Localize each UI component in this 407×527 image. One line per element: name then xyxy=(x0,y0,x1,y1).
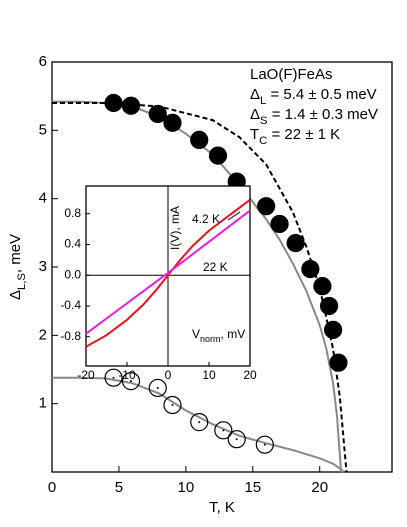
point xyxy=(301,259,320,279)
point-dot xyxy=(129,380,132,383)
x-tick-label: 20 xyxy=(311,479,328,496)
x-tick-label: 10 xyxy=(202,368,216,382)
x-axis-label: Vnorm, mV xyxy=(192,327,245,344)
x-tick-label: 0 xyxy=(165,368,172,382)
annotation-sub: S xyxy=(260,115,268,127)
y-tick-label: 0.8 xyxy=(64,206,81,220)
point xyxy=(148,378,167,398)
y-tick-label: 0.0 xyxy=(64,267,81,281)
annotation: 22 K xyxy=(203,260,228,274)
x-axis-label-sub: norm xyxy=(200,334,221,344)
point xyxy=(190,130,209,149)
curve xyxy=(85,199,251,348)
x-tick-label: 0 xyxy=(48,479,56,496)
point-dot xyxy=(112,376,115,379)
point xyxy=(329,353,348,372)
y-axis-label: I(V), mA xyxy=(168,206,182,250)
y-tick-label: 3 xyxy=(39,258,47,275)
annotation: 4.2 K xyxy=(192,212,220,226)
y-tick-label: 4 xyxy=(39,190,47,207)
y-tick-label: 0.4 xyxy=(64,237,81,251)
point-dot xyxy=(198,421,201,424)
point xyxy=(148,104,167,124)
y-axis-label-main: Δ xyxy=(7,290,24,300)
point-dot xyxy=(171,404,174,407)
point-dot xyxy=(235,438,238,441)
point xyxy=(163,113,182,132)
y-tick-label: -0.8 xyxy=(60,329,81,343)
annotation-main: Δ xyxy=(250,86,260,103)
point xyxy=(286,233,305,253)
annotation: ΔS = 1.4 ± 0.3 meV xyxy=(250,106,378,127)
y-tick-label: 1 xyxy=(39,395,47,412)
annotation-pointer xyxy=(227,211,241,221)
inset: -20 -10 0 10 20 -0.8 -0.4 0.0 0.4 0.8 Vnorm, mV I(V… xyxy=(60,185,257,382)
annotation: LaO(F)FeAs xyxy=(250,66,333,83)
y-axis-label-sub: L,S xyxy=(16,273,28,290)
y-axis-label-rest: , meV xyxy=(7,234,24,273)
point xyxy=(214,421,233,440)
y-tick-label: 2 xyxy=(39,326,47,343)
point xyxy=(319,296,339,316)
x-axis-label: T, K xyxy=(209,499,235,516)
point xyxy=(121,96,141,115)
annotation-sub: L xyxy=(260,95,266,107)
point xyxy=(255,435,274,454)
point-dot xyxy=(263,443,266,446)
y-axis-label: ΔL,S, meV xyxy=(7,234,28,300)
point xyxy=(208,146,228,165)
curve xyxy=(85,209,251,335)
annotation-rest: = 5.4 ± 0.5 meV xyxy=(266,86,376,103)
x-tick-label: -20 xyxy=(77,368,95,382)
point xyxy=(104,368,123,387)
annotation-main: T xyxy=(250,126,259,143)
x-tick-label: 20 xyxy=(243,368,257,382)
point-dot xyxy=(222,429,225,432)
point xyxy=(227,430,246,449)
annotation: TC = 22 ± 1 K xyxy=(250,126,340,147)
y-tick-label: -0.4 xyxy=(60,298,81,312)
x-tick-label: 15 xyxy=(244,479,261,496)
x-tick-label: -10 xyxy=(118,368,136,382)
annotation: ΔL = 5.4 ± 0.5 meV xyxy=(250,86,377,107)
curve xyxy=(52,376,345,473)
x-tick-label: 5 xyxy=(115,479,123,496)
annotation-main: LaO(F)FeAs xyxy=(250,66,333,83)
point xyxy=(313,277,332,296)
annotation-rest: = 1.4 ± 0.3 meV xyxy=(268,106,378,123)
curve xyxy=(52,102,348,473)
point-dot xyxy=(156,386,159,389)
point xyxy=(121,372,141,391)
point xyxy=(270,214,289,234)
point xyxy=(163,395,182,415)
annotation-main: Δ xyxy=(250,106,260,123)
y-tick-label: 5 xyxy=(39,121,47,138)
x-axis-label-main: V xyxy=(192,327,200,341)
x-tick-label: 10 xyxy=(178,479,195,496)
x-axis-label-rest: , mV xyxy=(221,327,246,341)
point xyxy=(104,93,123,113)
y-tick-label: 6 xyxy=(39,53,47,70)
annotation-sub: C xyxy=(259,135,267,147)
point xyxy=(324,320,343,339)
annotation-rest: = 22 ± 1 K xyxy=(267,126,340,143)
point xyxy=(257,197,276,216)
point xyxy=(190,413,209,432)
